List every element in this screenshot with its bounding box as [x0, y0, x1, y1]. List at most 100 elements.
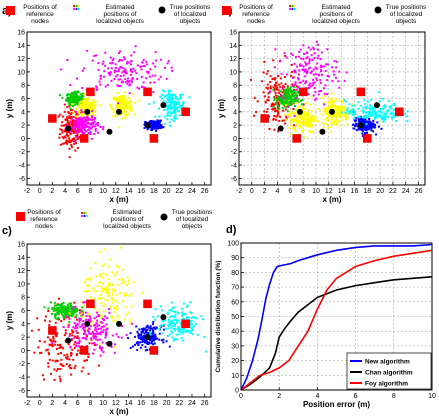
estimate-point: [317, 43, 320, 46]
estimate-point: [117, 70, 120, 73]
estimate-point: [372, 130, 375, 133]
x-tick-label: 4: [276, 188, 280, 195]
estimate-point: [292, 92, 295, 95]
estimate-point: [93, 342, 96, 345]
estimate-point: [81, 101, 84, 104]
estimate-point: [76, 335, 79, 338]
estimate-point: [64, 314, 67, 317]
estimate-point: [341, 110, 344, 113]
estimate-point: [311, 59, 314, 62]
estimate-point: [119, 97, 122, 100]
estimate-point: [278, 60, 281, 63]
estimate-point: [297, 73, 300, 76]
estimate-point: [93, 120, 96, 123]
estimate-point: [71, 100, 74, 103]
estimate-point: [59, 378, 62, 381]
estimate-point: [66, 130, 69, 133]
estimate-point: [102, 318, 105, 321]
estimate-point: [42, 378, 45, 381]
x-tick-label: 2: [50, 400, 54, 407]
estimate-point: [118, 104, 121, 107]
estimate-point: [358, 127, 361, 130]
estimate-point: [372, 122, 375, 125]
estimate-point: [130, 54, 133, 57]
estimate-point: [298, 121, 301, 124]
estimate-point: [330, 92, 333, 95]
legend-ref-text: reference: [242, 11, 270, 18]
estimate-point: [85, 100, 88, 103]
estimate-point: [162, 99, 165, 102]
estimate-point: [67, 325, 70, 328]
true-position: [65, 125, 72, 132]
estimate-point: [92, 106, 95, 109]
estimate-point: [313, 87, 316, 90]
estimate-point: [68, 365, 71, 368]
estimate-point: [285, 115, 288, 118]
x-tick-label: 8: [392, 393, 396, 400]
estimate-point: [288, 104, 291, 107]
estimate-point: [293, 83, 296, 86]
estimate-point: [118, 59, 121, 62]
estimate-point: [106, 83, 109, 86]
estimate-point: [150, 340, 153, 343]
estimate-point: [92, 122, 95, 125]
estimate-point: [89, 296, 92, 299]
estimate-point: [91, 342, 94, 345]
estimate-point: [81, 337, 84, 340]
estimate-point: [275, 102, 278, 105]
estimate-point: [179, 107, 182, 110]
estimate-point: [105, 286, 108, 289]
estimate-point: [152, 331, 155, 334]
y-tick-label: 2: [21, 335, 25, 342]
estimate-point: [94, 328, 97, 331]
estimate-point: [99, 354, 102, 357]
estimate-point: [280, 72, 283, 75]
estimate-point: [147, 72, 150, 75]
estimate-point: [117, 85, 120, 88]
y-tick-label: 2: [233, 123, 237, 130]
estimate-point: [95, 54, 98, 57]
estimate-point: [102, 328, 105, 331]
legend-est-marker: [83, 211, 86, 215]
panel-1: a)-202468101214161820222426-6-4-20246810…: [2, 5, 212, 204]
estimate-point: [331, 118, 334, 121]
estimate-point: [301, 122, 304, 125]
estimate-point: [94, 323, 97, 326]
estimate-point: [310, 117, 313, 120]
estimate-point: [59, 94, 62, 97]
estimate-point: [136, 349, 139, 352]
estimate-point: [161, 93, 164, 96]
estimate-point: [367, 121, 370, 124]
estimate-point: [316, 57, 319, 60]
estimate-point: [380, 108, 383, 111]
estimate-point: [189, 331, 192, 334]
estimate-point: [107, 278, 110, 281]
estimate-point: [166, 99, 169, 102]
x-axis-label: Position error (m): [303, 400, 370, 409]
estimate-point: [277, 89, 280, 92]
estimate-point: [373, 125, 376, 128]
estimate-point: [96, 325, 99, 328]
estimate-point: [51, 345, 54, 348]
estimate-point: [90, 101, 93, 104]
estimate-point: [174, 311, 177, 314]
estimate-point: [182, 330, 185, 333]
estimate-point: [393, 102, 396, 105]
estimate-point: [293, 94, 296, 97]
estimate-point: [378, 100, 381, 103]
estimate-point: [58, 113, 61, 116]
estimate-point: [115, 305, 118, 308]
estimate-point: [152, 329, 155, 332]
estimate-point: [349, 110, 352, 113]
estimate-point: [70, 144, 73, 147]
estimate-point: [346, 123, 349, 126]
estimate-point: [68, 335, 71, 338]
estimate-point: [125, 334, 128, 337]
estimate-point: [283, 95, 286, 98]
estimate-point: [56, 367, 59, 370]
estimate-point: [63, 334, 66, 337]
estimate-point: [63, 124, 66, 127]
estimate-point: [72, 306, 75, 309]
estimate-point: [374, 126, 377, 129]
estimate-point: [91, 125, 94, 128]
